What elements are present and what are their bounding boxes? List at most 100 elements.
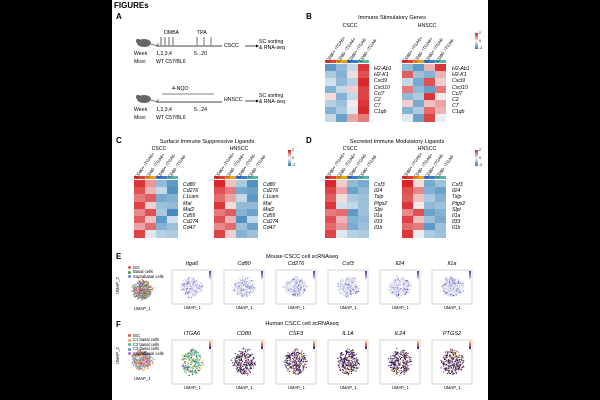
umap-point xyxy=(296,352,298,354)
umap-point xyxy=(190,296,192,299)
heatmap-cell xyxy=(336,85,347,93)
umap-point xyxy=(192,280,194,282)
umap-point xyxy=(461,362,463,364)
umap-point xyxy=(405,363,407,365)
umap-point xyxy=(140,281,142,283)
umap-point xyxy=(410,364,412,366)
umap-point xyxy=(287,370,289,372)
umap-point xyxy=(339,362,341,364)
heatmap-cell xyxy=(402,100,413,108)
umap-point xyxy=(405,364,407,366)
umap-point xyxy=(135,292,137,294)
umap-point xyxy=(185,372,187,374)
umap-point xyxy=(451,361,453,363)
umap-point xyxy=(181,287,183,289)
heatmap-cell xyxy=(402,180,413,188)
heatmap-cell xyxy=(325,201,336,209)
umap-point xyxy=(195,360,197,362)
umap-point xyxy=(348,372,350,374)
panel-b-group-cscc: CSCC xyxy=(342,23,358,29)
umap-point xyxy=(198,287,200,289)
mice-strain-2: WT C57/BL6 xyxy=(156,115,186,121)
umap-point xyxy=(396,353,398,355)
gene-label: Cd80 xyxy=(183,182,196,188)
umap-point xyxy=(355,364,357,366)
gene-label: H2-K1 xyxy=(374,72,389,79)
umap-point xyxy=(298,368,301,370)
umap-point xyxy=(246,358,248,361)
heatmap-cell xyxy=(134,201,145,209)
umap-point xyxy=(251,361,253,363)
umap-point xyxy=(153,359,155,361)
umap-point xyxy=(198,352,200,354)
umap-point xyxy=(292,371,294,373)
umap-point xyxy=(449,356,451,358)
heatmap-cell xyxy=(325,64,336,72)
group-color-bar xyxy=(358,60,369,63)
umap-point xyxy=(358,363,361,365)
umap-point xyxy=(133,287,135,289)
umap-point xyxy=(397,353,399,355)
umap-point xyxy=(233,364,235,366)
umap-point xyxy=(242,354,244,356)
umap-point xyxy=(136,365,139,367)
umap-point xyxy=(144,363,146,365)
umap-point xyxy=(303,352,305,354)
umap-point xyxy=(350,363,352,366)
umap-point xyxy=(397,361,399,363)
umap-point xyxy=(188,280,190,282)
umap-point xyxy=(136,368,138,370)
gene-label: Il1b xyxy=(374,225,383,232)
heatmap-cell xyxy=(214,216,225,224)
heatmap-cell xyxy=(247,230,258,238)
panel-d-genes-cscc: Csf3 Il24 Tslp Ptgs2 Slpi Il1a Il33 Il1b xyxy=(374,182,387,232)
umap-point xyxy=(295,356,297,358)
treatment-tpa: TPA xyxy=(197,30,207,36)
umap-point xyxy=(143,297,146,299)
umap-point xyxy=(151,289,153,291)
umap-point xyxy=(451,356,453,358)
gene-label: Tslp xyxy=(374,194,384,201)
umap-point xyxy=(393,367,395,369)
umap-point xyxy=(354,354,356,356)
umap-point xyxy=(184,280,186,282)
umap-point xyxy=(191,285,193,287)
umap-point xyxy=(456,371,458,373)
panel-b-label: B xyxy=(306,12,312,21)
umap-point xyxy=(389,366,391,369)
umap-point xyxy=(286,354,288,356)
group-color-bar xyxy=(247,176,258,179)
umap-point xyxy=(144,365,146,368)
umap-point xyxy=(193,285,195,287)
heatmap-cell xyxy=(435,78,446,86)
feature-plot-frame xyxy=(223,269,265,305)
umap-point xyxy=(191,365,193,367)
umap-point xyxy=(240,371,242,374)
umap-point xyxy=(133,296,135,298)
umap-point xyxy=(239,364,241,367)
umap-point xyxy=(252,358,254,360)
umap-point xyxy=(134,359,136,361)
umap-point xyxy=(355,370,357,372)
umap-point xyxy=(356,359,358,361)
umap-point xyxy=(247,284,249,286)
umap-point xyxy=(398,364,400,366)
umap-point xyxy=(200,287,203,289)
heatmap-cell xyxy=(225,187,236,195)
feature-color-scale xyxy=(469,341,471,349)
umap-point xyxy=(182,362,184,364)
gene-label: Cd47 xyxy=(263,225,276,232)
gene-label: Cd274 xyxy=(183,219,199,226)
umap-point xyxy=(453,352,455,354)
umap-point xyxy=(294,356,296,359)
umap-point xyxy=(402,361,404,363)
umap-point xyxy=(188,291,190,293)
umap-point xyxy=(296,369,298,371)
group-color-bar xyxy=(336,60,347,63)
umap-point xyxy=(443,357,445,359)
umap-point xyxy=(344,362,346,364)
umap-point xyxy=(133,284,135,286)
umap-point xyxy=(302,355,304,357)
legend-dot xyxy=(128,266,131,269)
umap-point xyxy=(452,364,454,367)
